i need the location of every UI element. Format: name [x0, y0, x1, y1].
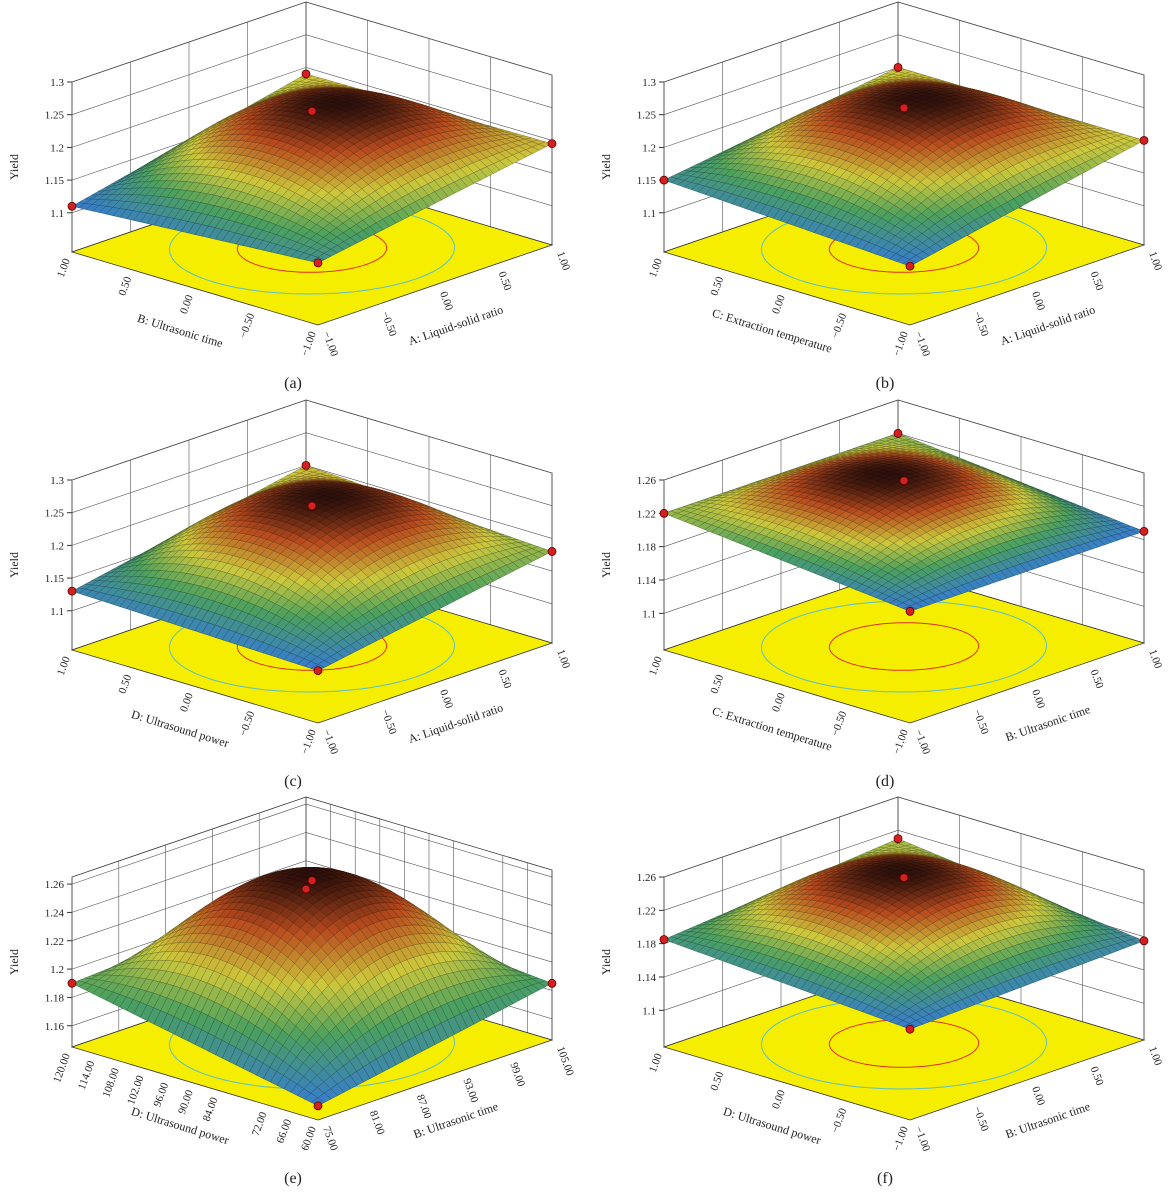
z-axis-title: Yield: [599, 154, 613, 180]
z-tick-label: 1.25: [637, 110, 657, 122]
design-point: [659, 175, 669, 185]
design-point: [301, 460, 311, 470]
z-tick-label: 1.2: [50, 540, 64, 552]
x-tick-label: −1.00: [912, 330, 932, 358]
y-tick-label: 0.00: [770, 691, 788, 714]
x-tick-label: −0.50: [379, 310, 399, 338]
x-tick-label: 1.00: [554, 250, 572, 273]
z-tick-label: 1.3: [50, 475, 64, 487]
y-tick-label: −1.00: [299, 329, 319, 357]
y-tick-label: 0.50: [116, 275, 134, 298]
design-point: [313, 258, 323, 268]
y-tick-label: 0.50: [708, 673, 726, 696]
z-tick-label: 1.1: [50, 208, 64, 220]
z-tick-label: 1.26: [637, 475, 657, 487]
design-point: [313, 666, 323, 676]
x-tick-label: 0.50: [1088, 668, 1106, 691]
y-tick-label: −1.00: [891, 329, 911, 357]
x-axis-title: A: Liquid-solid ratio: [406, 302, 504, 348]
panel: 1.1 1.15 1.2 1.25 1.3 −1.00 −0.50 0.00 0.50 1.00 −…: [599, 1, 1164, 392]
x-tick-label: 0.00: [1029, 688, 1047, 711]
y-axis-title: D: Ultrasound power: [130, 707, 231, 750]
x-tick-label: 1.00: [1146, 250, 1164, 273]
design-point: [547, 139, 557, 149]
design-point: [67, 201, 77, 211]
x-axis-title: A: Liquid-solid ratio: [406, 700, 504, 746]
x-tick-label: 0.50: [1088, 270, 1106, 293]
design-point: [301, 69, 311, 79]
design-point: [1139, 135, 1149, 145]
y-tick-label: 0.00: [178, 293, 196, 316]
z-tick-label: 1.1: [642, 208, 656, 220]
panel: 1.1 1.15 1.2 1.25 1.3 −1.00 −0.50 0.00 0.50 1.00 −…: [7, 399, 572, 790]
y-tick-label: 1.00: [55, 256, 73, 279]
y-tick-label: 1.00: [647, 654, 665, 677]
design-point: [899, 103, 909, 113]
y-axis-title: B: Ultrasonic time: [136, 311, 225, 350]
design-point: [307, 501, 317, 511]
z-tick-label: 1.22: [637, 508, 656, 520]
caption: (a): [284, 375, 302, 392]
y-tick-label: −1.00: [299, 727, 319, 755]
z-tick-label: 1.3: [50, 77, 64, 89]
x-tick-label: 1.00: [1146, 648, 1164, 671]
y-tick-label: −0.50: [237, 709, 257, 737]
panel: 1.1 1.15 1.2 1.25 1.3 −1.00 −0.50 0.00 0.50 1.00 −…: [7, 1, 572, 392]
z-tick-label: 1.1: [642, 608, 656, 620]
panel: 1.1 1.14 1.18 1.22 1.26 −1.00 −0.50 0.00 0.50 1.0…: [599, 399, 1164, 790]
y-tick-label: 1.00: [55, 654, 73, 677]
z-tick-label: 1.18: [637, 542, 657, 554]
x-tick-label: −0.50: [971, 708, 991, 736]
x-tick-label: 0.00: [437, 688, 455, 711]
z-tick-label: 1.25: [45, 508, 65, 520]
x-tick-label: −1.00: [912, 728, 932, 756]
z-tick-label: 1.15: [637, 175, 657, 187]
z-tick-label: 1.3: [642, 77, 656, 89]
surface: [71, 73, 553, 264]
x-tick-label: 0.50: [496, 668, 514, 691]
z-tick-label: 1.25: [45, 110, 65, 122]
design-point: [307, 106, 317, 116]
z-tick-label: 1.1: [50, 606, 64, 618]
y-tick-label: −0.50: [829, 311, 849, 339]
z-tick-label: 1.14: [637, 575, 657, 587]
design-point: [905, 261, 915, 271]
x-tick-label: −0.50: [379, 708, 399, 736]
z-tick-label: 1.15: [45, 573, 65, 585]
design-point: [547, 547, 557, 556]
y-tick-label: 1.00: [647, 256, 665, 279]
x-tick-label: −1.00: [320, 728, 340, 756]
x-tick-label: 0.00: [1029, 290, 1047, 313]
y-tick-label: −0.50: [237, 311, 257, 339]
x-tick-label: −1.00: [320, 330, 340, 358]
z-tick-label: 1.2: [642, 142, 656, 154]
x-axis-title: A: Liquid-solid ratio: [998, 302, 1096, 348]
z-axis-title: Yield: [7, 552, 21, 578]
y-tick-label: 0.50: [708, 275, 726, 298]
y-tick-label: 0.50: [116, 673, 134, 696]
x-tick-label: 0.00: [437, 290, 455, 313]
x-tick-label: 1.00: [554, 648, 572, 671]
z-tick-label: 1.2: [50, 142, 64, 154]
caption: (c): [284, 773, 302, 790]
y-tick-label: 0.00: [178, 691, 196, 714]
z-axis-title: Yield: [7, 154, 21, 180]
y-tick-label: −1.00: [891, 727, 911, 755]
y-tick-label: 0.00: [770, 293, 788, 316]
caption: (b): [876, 375, 895, 392]
z-tick-label: 1.15: [45, 175, 65, 187]
design-point: [67, 586, 77, 596]
x-tick-label: 0.50: [496, 270, 514, 293]
x-tick-label: −0.50: [971, 310, 991, 338]
y-tick-label: −0.50: [829, 709, 849, 737]
design-point: [893, 62, 903, 72]
